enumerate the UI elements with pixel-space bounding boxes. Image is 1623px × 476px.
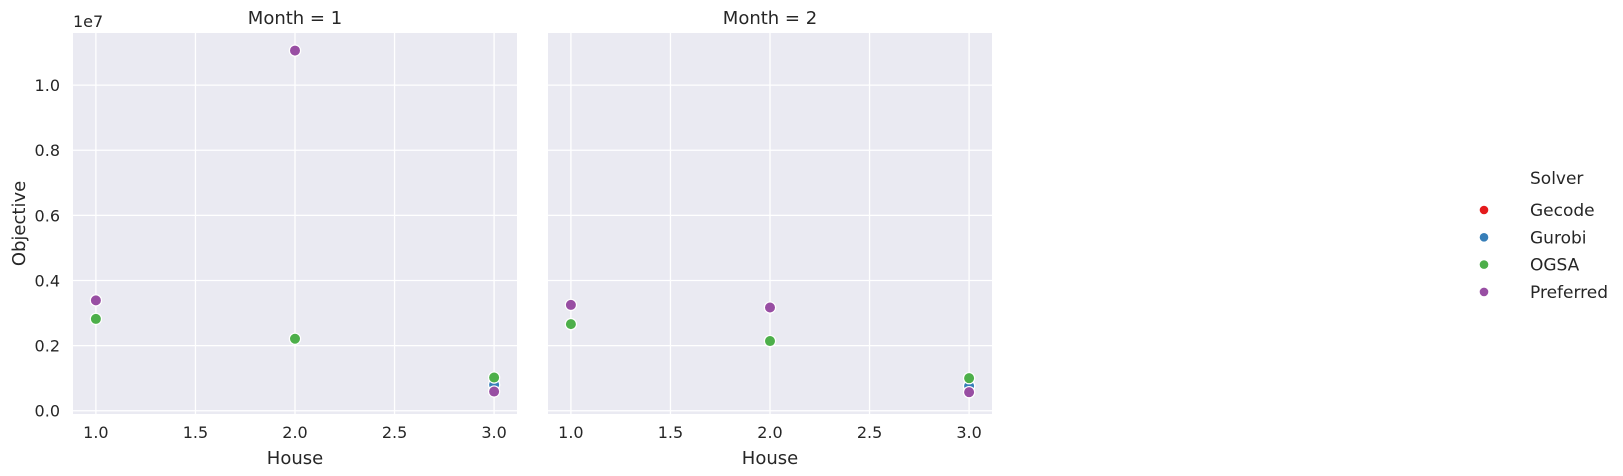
data-point-preferred: [487, 385, 501, 398]
x-tick-label: 2.0: [282, 423, 307, 442]
x-tick-label: 3.0: [481, 423, 506, 442]
data-point-ogsa: [487, 371, 501, 384]
legend-marker-gecode: [1479, 205, 1489, 215]
legend-label-preferred: Preferred: [1530, 283, 1608, 303]
legend-label-ogsa: OGSA: [1530, 256, 1580, 276]
x-axis-label: House: [742, 448, 798, 469]
data-point-preferred: [89, 294, 103, 307]
data-point-preferred: [288, 44, 302, 57]
y-tick-label: 0.8: [35, 141, 60, 160]
x-tick-label: 2.5: [382, 423, 407, 442]
legend-title: Solver: [1530, 169, 1583, 189]
x-tick-label: 2.0: [757, 423, 782, 442]
y-tick-label: 0.2: [35, 337, 60, 356]
x-tick-label: 3.0: [956, 423, 981, 442]
legend-marker-preferred: [1479, 287, 1489, 297]
legend-marker-ogsa: [1479, 260, 1489, 269]
facet-title: Month = 2: [723, 8, 817, 29]
x-tick-label: 2.5: [857, 423, 882, 442]
data-point-preferred: [564, 298, 578, 312]
y-tick-label: 0.4: [35, 271, 60, 290]
y-axis-label: Objective: [9, 181, 30, 266]
data-point-preferred: [962, 385, 976, 399]
y-offset-label: 1e7: [73, 12, 103, 31]
x-tick-label: 1.0: [83, 423, 108, 442]
legend-label-gurobi: Gurobi: [1530, 228, 1586, 248]
data-point-ogsa: [288, 332, 302, 345]
x-axis-label: House: [267, 448, 323, 469]
x-tick-label: 1.5: [183, 423, 208, 442]
x-tick-label: 1.0: [558, 423, 583, 442]
legend-label-gecode: Gecode: [1530, 201, 1595, 221]
y-tick-label: 0.0: [35, 402, 60, 421]
y-tick-label: 1.0: [35, 76, 60, 95]
legend-marker-gurobi: [1479, 233, 1489, 242]
data-point-ogsa: [89, 312, 103, 326]
data-point-ogsa: [763, 334, 777, 348]
data-point-ogsa: [962, 371, 976, 385]
data-point-ogsa: [564, 317, 578, 331]
x-tick-label: 1.5: [658, 423, 683, 442]
facet-title: Month = 1: [248, 8, 342, 29]
data-point-preferred: [763, 301, 777, 314]
y-tick-label: 0.6: [35, 206, 60, 225]
